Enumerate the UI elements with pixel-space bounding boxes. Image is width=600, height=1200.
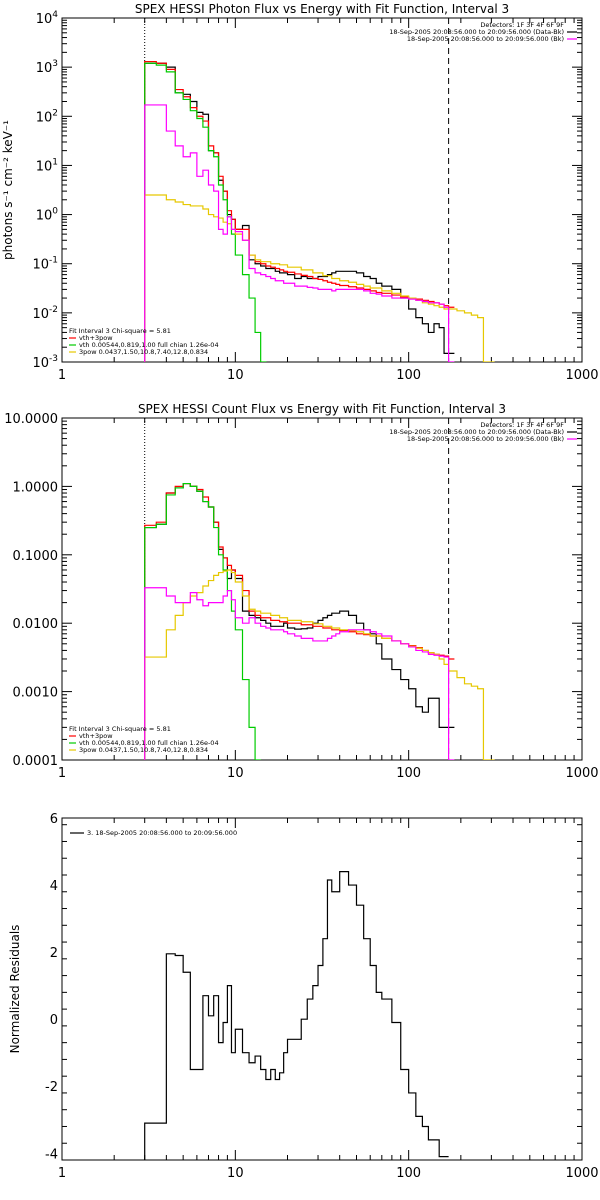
x-tick-label: 10 [227, 1166, 244, 1181]
y-tick-label: -2 [45, 1080, 58, 1095]
series-line-3pow [144, 194, 495, 362]
y-tick-label: 0 [50, 1013, 58, 1028]
y-tick-label: 6 [50, 812, 58, 827]
chart-panel-2: SPEX HESSI Count Flux vs Energy with Fit… [4, 402, 598, 781]
y-tick-label: -4 [45, 1147, 58, 1162]
legend-fit-entry: vth+3pow [79, 732, 113, 740]
plot-frame [61, 17, 583, 363]
chart-panel-3: 1 10 100 1000 -4 -2 0 2 4 6 Normalized Residuals 3.… [8, 812, 599, 1181]
series-group [144, 482, 495, 760]
legend-label: 3. 18-Sep-2005 20:08:56.000 to 20:09:56.… [87, 829, 237, 837]
plot-frame [61, 417, 583, 761]
y-tick-label: 101 [36, 157, 58, 174]
series-line-vth [144, 62, 267, 362]
x-tick-label: 1 [58, 1166, 66, 1181]
y-axis-label: Normalized Residuals [8, 925, 22, 1054]
legend-fit-entry: vth 0.00544,0.819,1.00 full chian 1.26e-… [79, 739, 219, 747]
legend-fit-entry: 3pow 0.0437,1.50,10.8,7.40,12.8,0.834 [79, 348, 208, 356]
y-tick-label: 102 [36, 108, 58, 125]
y-tick-label: 0.1000 [13, 549, 59, 564]
series-line-bk [144, 587, 455, 760]
plot-frame [61, 817, 583, 1161]
legend-top-right-line: Detectors: 1F 3F 4F 6F 9F [480, 21, 564, 29]
y-tick-label: 104 [36, 10, 59, 27]
y-tick-label: 10-2 [32, 305, 58, 322]
legend-fit-entry: vth 0.00544,0.819,1.00 full chian 1.26e-… [79, 341, 219, 349]
series-group [144, 60, 495, 362]
x-tick-label: 1 [58, 368, 66, 383]
x-tick-label: 1000 [565, 766, 598, 781]
y-tick-label: 100 [36, 207, 59, 224]
x-tick-label: 1000 [565, 1166, 598, 1181]
series-line-bk [144, 104, 455, 362]
legend-top-right-line: 18-Sep-2005 20:08:56.000 to 20:09:56.000… [407, 435, 564, 443]
series-line-vth-3pow [144, 482, 455, 760]
y-tick-label: 4 [50, 879, 58, 894]
y-tick-label: 103 [36, 59, 58, 76]
y-tick-label: 1.0000 [13, 480, 59, 495]
x-tick-label: 100 [396, 1166, 421, 1181]
y-tick-label: 0.0001 [13, 754, 59, 769]
y-tick-label: 10.0000 [4, 412, 58, 427]
legend-fit-header: Fit Interval 3 Chi-square = 5.81 [69, 327, 171, 335]
x-tick-label: 10 [227, 766, 244, 781]
y-tick-label: 10-3 [32, 354, 58, 371]
chart-title: SPEX HESSI Count Flux vs Energy with Fit… [138, 402, 506, 416]
series-line-data-bk [144, 482, 455, 760]
series-line-vth [144, 482, 261, 760]
x-tick-label: 10 [227, 368, 244, 383]
legend-fit-header: Fit Interval 3 Chi-square = 5.81 [69, 725, 171, 733]
x-tick-label: 100 [396, 368, 421, 383]
series-line-vth-3pow [144, 60, 455, 362]
legend-top-right-line: 18-Sep-2005 20:08:56.000 to 20:09:56.000… [407, 35, 564, 43]
y-tick-label: 0.0100 [13, 617, 59, 632]
y-tick-label: 0.0010 [13, 686, 59, 701]
series-line-3-18-sep-2005-20-08-56-000-to-20-09-56-000 [144, 871, 449, 1160]
legend-fit-entry: 3pow 0.0437,1.50,10.8,7.40,12.8,0.834 [79, 746, 208, 754]
x-tick-label: 1000 [565, 368, 598, 383]
y-tick-label: 10-1 [32, 256, 58, 273]
chart-panel-1: SPEX HESSI Photon Flux vs Energy with Fi… [1, 2, 599, 383]
x-tick-label: 100 [396, 766, 421, 781]
series-line-3pow [144, 569, 495, 760]
y-tick-label: 2 [50, 946, 58, 961]
legend-top-right-line: 18-Sep-2005 20:08:56.000 to 20:09:56.000… [389, 28, 564, 36]
legend-fit-entry: vth+3pow [79, 334, 113, 342]
chart-title: SPEX HESSI Photon Flux vs Energy with Fi… [135, 2, 509, 16]
series-group [144, 871, 449, 1160]
x-tick-label: 1 [58, 766, 66, 781]
legend-top-right-line: Detectors: 1F 3F 4F 6F 9F [480, 421, 564, 429]
y-axis-label: photons s⁻¹ cm⁻² keV⁻¹ [1, 120, 15, 260]
legend-top-right-line: 18-Sep-2005 20:08:56.000 to 20:09:56.000… [389, 428, 564, 436]
